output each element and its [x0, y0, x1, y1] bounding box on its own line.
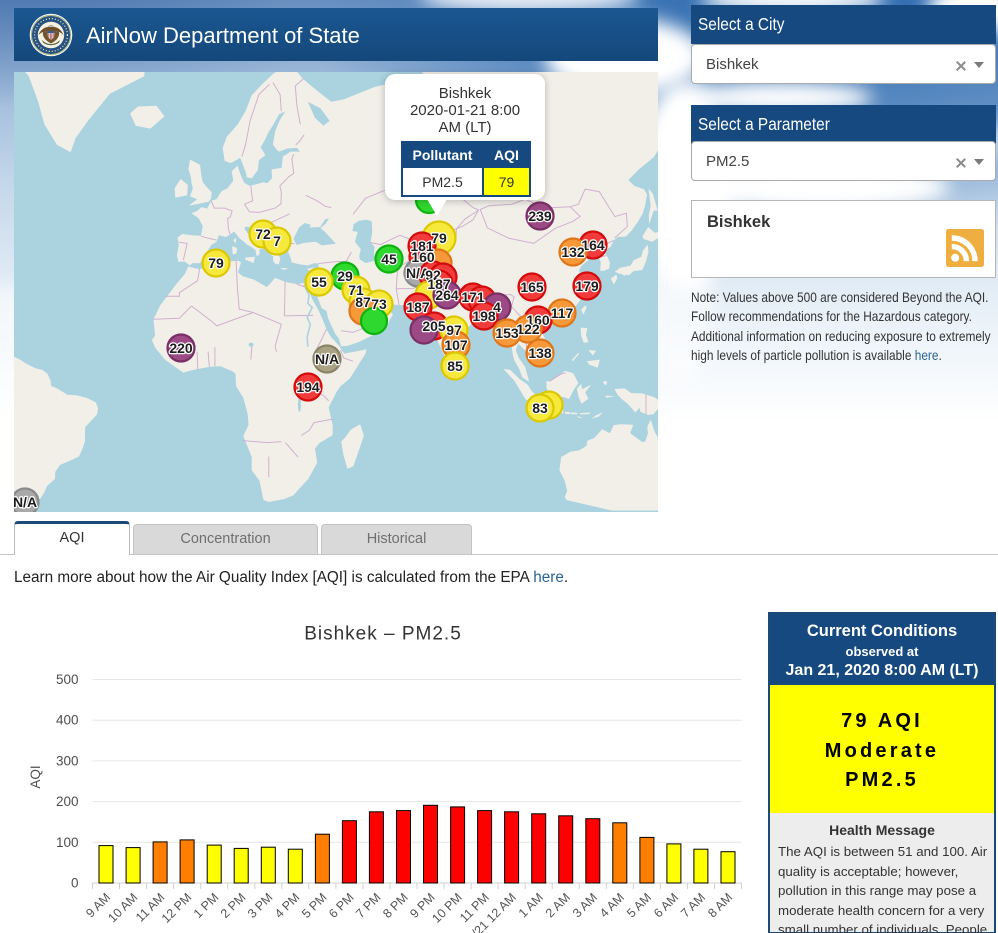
svg-text:200: 200	[56, 794, 79, 809]
svg-text:85: 85	[447, 358, 463, 374]
svg-text:73: 73	[371, 296, 387, 312]
svg-text:83: 83	[532, 400, 548, 416]
svg-text:7: 7	[273, 233, 281, 249]
svg-text:0: 0	[71, 876, 79, 891]
svg-text:194: 194	[296, 379, 320, 395]
svg-text:92: 92	[425, 267, 441, 283]
svg-text:79: 79	[208, 255, 224, 271]
svg-text:198: 198	[472, 308, 496, 324]
svg-text:100: 100	[56, 835, 79, 850]
svg-text:400: 400	[56, 713, 79, 728]
svg-text:187: 187	[427, 276, 451, 292]
svg-text:132: 132	[561, 244, 585, 260]
svg-text:138: 138	[528, 345, 552, 361]
svg-text:187: 187	[406, 299, 430, 315]
svg-text:79: 79	[431, 230, 447, 246]
svg-text:220: 220	[169, 340, 193, 356]
svg-text:300: 300	[56, 753, 79, 768]
svg-text:97: 97	[446, 322, 462, 338]
svg-text:71: 71	[348, 282, 364, 298]
svg-text:164: 164	[581, 237, 605, 253]
svg-text:160: 160	[526, 312, 550, 328]
svg-text:181: 181	[410, 238, 434, 254]
svg-text:205: 205	[422, 318, 446, 334]
svg-text:107: 107	[444, 337, 468, 353]
svg-text:4: 4	[493, 299, 501, 315]
svg-text:122: 122	[516, 321, 540, 337]
svg-text:264: 264	[435, 287, 459, 303]
svg-text:500: 500	[56, 672, 79, 687]
svg-text:N/A: N/A	[406, 265, 430, 281]
svg-text:239: 239	[528, 208, 552, 224]
svg-text:29: 29	[337, 268, 353, 284]
svg-text:117: 117	[551, 305, 574, 321]
svg-text:171: 171	[461, 289, 485, 305]
svg-text:72: 72	[255, 226, 271, 242]
svg-text:179: 179	[575, 278, 599, 294]
svg-text:N/A: N/A	[14, 494, 37, 510]
svg-text:160: 160	[411, 249, 435, 265]
svg-text:AQI: AQI	[28, 765, 43, 788]
svg-text:87: 87	[355, 294, 371, 310]
svg-text:153: 153	[495, 325, 519, 341]
svg-text:Bishkek – PM2.5: Bishkek – PM2.5	[304, 624, 462, 645]
svg-text:55: 55	[311, 274, 327, 290]
svg-text:165: 165	[520, 279, 544, 295]
svg-text:45: 45	[381, 251, 397, 267]
svg-text:N/A: N/A	[315, 351, 339, 367]
